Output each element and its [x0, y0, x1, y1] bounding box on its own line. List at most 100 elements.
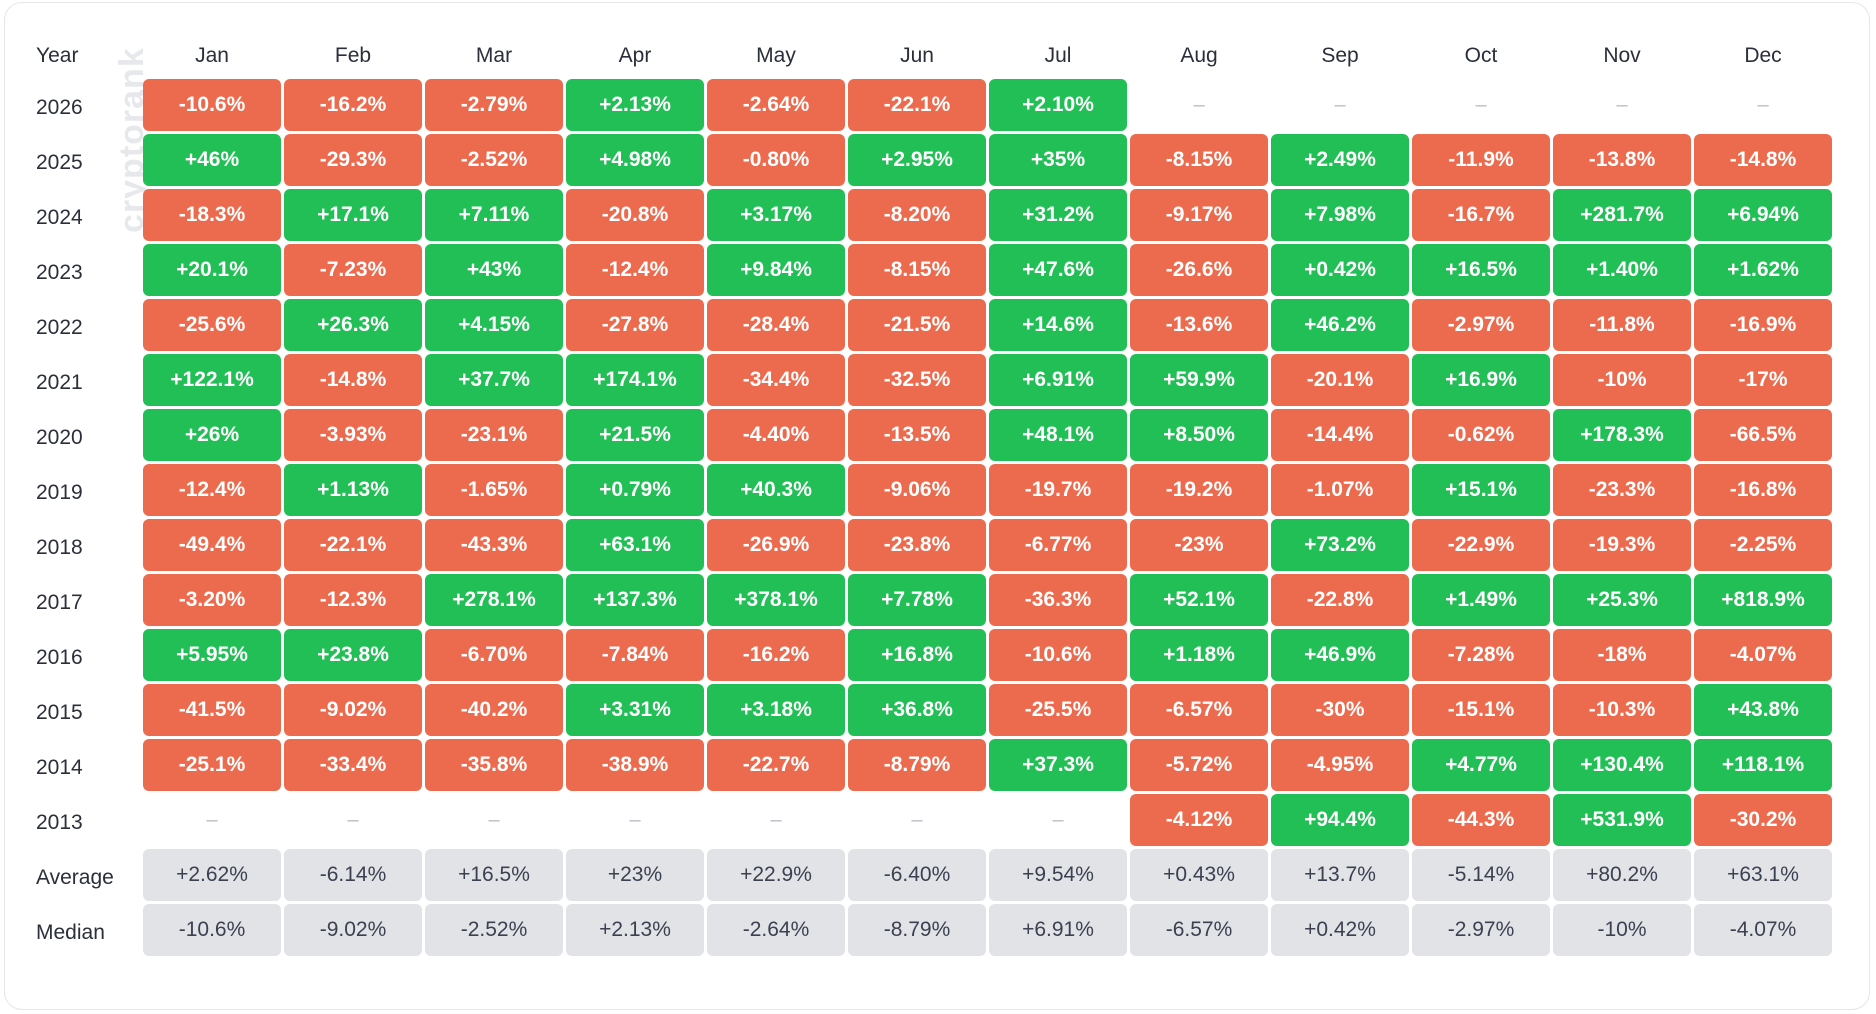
heatmap-cell-slot: +17.1%	[284, 189, 422, 241]
heatmap-cell: +2.10%	[989, 79, 1127, 131]
heatmap-cell-slot: +0.42%	[1271, 904, 1409, 956]
month-header-jun: Jun	[900, 44, 934, 67]
heatmap-cell: +26.3%	[284, 299, 422, 351]
heatmap-cell: -7.28%	[1412, 629, 1550, 681]
year-row: 2013 – – – – – – – -4.12% +94.4% -44.3% +531.9% -30.…	[32, 794, 1832, 846]
heatmap-cell-slot: -38.9%	[566, 739, 704, 791]
heatmap-cell-slot: -28.4%	[707, 299, 845, 351]
year-row: 2023 +20.1% -7.23% +43% -12.4% +9.84% -8.15% +4…	[32, 244, 1832, 296]
heatmap-cell-slot: -23.1%	[425, 409, 563, 461]
heatmap-cell-slot: -32.5%	[848, 354, 986, 406]
heatmap-cell: -1.65%	[425, 464, 563, 516]
heatmap-cell-slot: -2.25%	[1694, 519, 1832, 571]
heatmap-cell: +8.50%	[1130, 409, 1268, 461]
heatmap-cell: +2.49%	[1271, 134, 1409, 186]
heatmap-cell-slot: -7.28%	[1412, 629, 1550, 681]
summary-cell: +63.1%	[1694, 849, 1832, 901]
heatmap-cell-slot: -19.3%	[1553, 519, 1691, 571]
heatmap-cell-slot: -16.2%	[707, 629, 845, 681]
heatmap-cell-slot: +31.2%	[989, 189, 1127, 241]
heatmap-cell: -27.8%	[566, 299, 704, 351]
summary-cell: +2.13%	[566, 904, 704, 956]
heatmap-cell: -22.1%	[848, 79, 986, 131]
heatmap-cell: -12.4%	[566, 244, 704, 296]
heatmap-cell-slot: -8.79%	[848, 739, 986, 791]
month-header-apr: Apr	[618, 44, 652, 67]
heatmap-cell: -10.6%	[989, 629, 1127, 681]
heatmap-cell: -4.12%	[1130, 794, 1268, 846]
heatmap-cell: -0.80%	[707, 134, 845, 186]
heatmap-cell-slot: +5.95%	[143, 629, 281, 681]
heatmap-cell: +278.1%	[425, 574, 563, 626]
heatmap-cell-slot: +174.1%	[566, 354, 704, 406]
heatmap-cell: -4.95%	[1271, 739, 1409, 791]
heatmap-cell: -14.8%	[284, 354, 422, 406]
monthly-returns-table: Year Jan Feb Mar Apr May Jun Jul Aug Sep…	[29, 33, 1835, 959]
heatmap-cell-slot: -9.02%	[284, 904, 422, 956]
heatmap-cell-slot: +1.62%	[1694, 244, 1832, 296]
heatmap-cell: -26.6%	[1130, 244, 1268, 296]
heatmap-cell: -7.23%	[284, 244, 422, 296]
heatmap-cell-slot: +13.7%	[1271, 849, 1409, 901]
heatmap-cell: -25.5%	[989, 684, 1127, 736]
heatmap-cell: +59.9%	[1130, 354, 1268, 406]
heatmap-cell-slot: +36.8%	[848, 684, 986, 736]
empty-cell: –	[1052, 808, 1064, 831]
returns-heatmap-card: cryptorank Year Jan Feb Mar Apr May Jun …	[4, 2, 1870, 1010]
heatmap-cell-slot: -15.1%	[1412, 684, 1550, 736]
summary-cell: +9.54%	[989, 849, 1127, 901]
heatmap-cell-slot: -7.23%	[284, 244, 422, 296]
heatmap-cell: -19.2%	[1130, 464, 1268, 516]
summary-cell: -9.02%	[284, 904, 422, 956]
heatmap-cell-slot: –	[1130, 79, 1268, 131]
month-header-jul: Jul	[1044, 44, 1072, 67]
heatmap-cell: +47.6%	[989, 244, 1127, 296]
heatmap-cell: -4.40%	[707, 409, 845, 461]
heatmap-cell-slot: +1.13%	[284, 464, 422, 516]
heatmap-cell-slot: +137.3%	[566, 574, 704, 626]
heatmap-cell: +0.79%	[566, 464, 704, 516]
heatmap-cell: -6.70%	[425, 629, 563, 681]
heatmap-cell: -66.5%	[1694, 409, 1832, 461]
heatmap-cell: +63.1%	[566, 519, 704, 571]
heatmap-cell-slot: –	[1553, 79, 1691, 131]
heatmap-cell-slot: -25.1%	[143, 739, 281, 791]
empty-cell: –	[206, 808, 218, 831]
heatmap-cell-slot: +16.5%	[1412, 244, 1550, 296]
heatmap-cell-slot: -41.5%	[143, 684, 281, 736]
heatmap-cell-slot: -66.5%	[1694, 409, 1832, 461]
summary-cell: +6.91%	[989, 904, 1127, 956]
summary-cell: +80.2%	[1553, 849, 1691, 901]
heatmap-cell-slot: +2.10%	[989, 79, 1127, 131]
heatmap-cell-slot: -21.5%	[848, 299, 986, 351]
heatmap-cell: +3.17%	[707, 189, 845, 241]
heatmap-cell-slot: –	[1271, 79, 1409, 131]
summary-cell: +0.42%	[1271, 904, 1409, 956]
heatmap-cell-slot: +118.1%	[1694, 739, 1832, 791]
heatmap-cell-slot: +25.3%	[1553, 574, 1691, 626]
summary-cell: +2.62%	[143, 849, 281, 901]
heatmap-cell-slot: -9.06%	[848, 464, 986, 516]
heatmap-cell: -18%	[1553, 629, 1691, 681]
heatmap-cell: -3.93%	[284, 409, 422, 461]
heatmap-cell-slot: +281.7%	[1553, 189, 1691, 241]
heatmap-cell: +122.1%	[143, 354, 281, 406]
heatmap-cell: -3.20%	[143, 574, 281, 626]
heatmap-cell-slot: +1.18%	[1130, 629, 1268, 681]
heatmap-cell-slot: -10.3%	[1553, 684, 1691, 736]
median-row: Median -10.6% -9.02% -2.52% +2.13% -2.64% -8.7…	[32, 904, 1832, 956]
year-row: 2022 -25.6% +26.3% +4.15% -27.8% -28.4% -21.5%…	[32, 299, 1832, 351]
heatmap-cell-slot: -19.7%	[989, 464, 1127, 516]
heatmap-cell-slot: -12.4%	[143, 464, 281, 516]
heatmap-cell: -14.4%	[1271, 409, 1409, 461]
row-label: 2016	[36, 646, 83, 669]
heatmap-cell-slot: +43%	[425, 244, 563, 296]
heatmap-cell-slot: -19.2%	[1130, 464, 1268, 516]
heatmap-cell: -32.5%	[848, 354, 986, 406]
heatmap-cell: -23.3%	[1553, 464, 1691, 516]
heatmap-cell: -38.9%	[566, 739, 704, 791]
heatmap-cell: -33.4%	[284, 739, 422, 791]
row-label: 2021	[36, 371, 83, 394]
heatmap-cell: +43.8%	[1694, 684, 1832, 736]
empty-cell: –	[629, 808, 641, 831]
